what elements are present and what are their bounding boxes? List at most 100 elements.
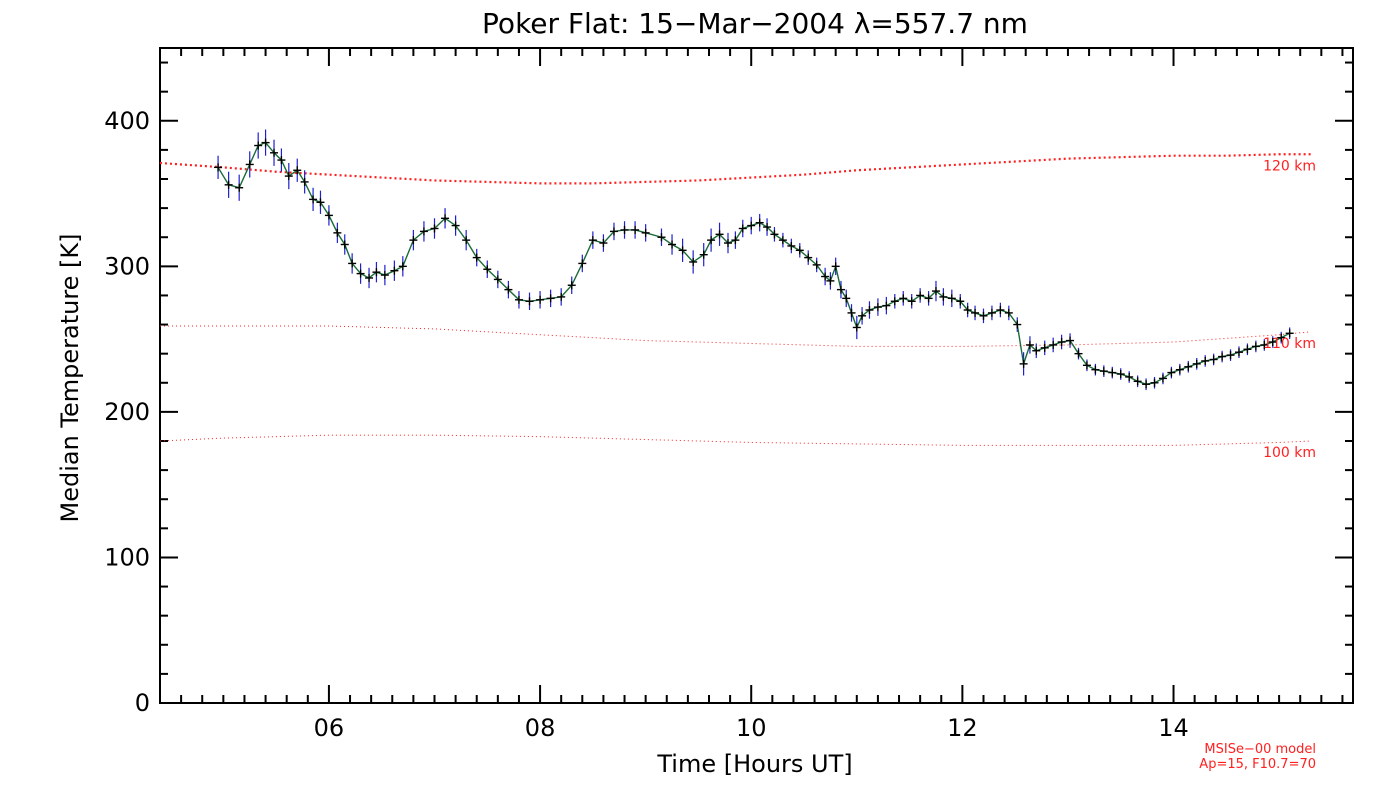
data-point-marker	[778, 236, 787, 245]
data-point-marker	[723, 239, 732, 248]
model-labels: 120 km 110 km 100 km	[1263, 158, 1316, 461]
data-point-marker	[1019, 359, 1028, 368]
data-point-marker	[890, 297, 899, 306]
data-point-marker	[1125, 372, 1134, 381]
x-axis-label: Time [Hours UT]	[656, 750, 852, 778]
data-point-marker	[245, 160, 254, 169]
data-point-marker	[1074, 349, 1083, 358]
data-point-marker	[316, 198, 325, 207]
data-point-marker	[578, 259, 587, 268]
data-point-marker	[1150, 378, 1159, 387]
data-point-marker	[536, 295, 545, 304]
data-point-marker	[836, 285, 845, 294]
data-point-marker	[763, 223, 772, 232]
data-point-marker	[300, 177, 309, 186]
data-point-marker	[1116, 370, 1125, 379]
data-point-marker	[1049, 340, 1058, 349]
data-point-marker	[852, 323, 861, 332]
data-point-marker	[899, 294, 908, 303]
data-point-marker	[293, 166, 302, 175]
data-point-marker	[546, 294, 555, 303]
data-point-marker	[441, 214, 450, 223]
y-tick-label: 100	[104, 543, 150, 571]
data-point-marker	[939, 292, 948, 301]
x-tick-label: 14	[1158, 714, 1189, 742]
plot-border	[159, 47, 1354, 704]
data-point-marker	[1234, 348, 1243, 357]
data-point-marker	[882, 301, 891, 310]
data-point-marker	[971, 308, 980, 317]
data-point-marker	[398, 262, 407, 271]
data-point-marker	[430, 224, 439, 233]
data-point-marker	[947, 294, 956, 303]
data-point-marker	[409, 236, 418, 245]
data-point-marker	[1201, 356, 1210, 365]
data-point-marker	[631, 225, 640, 234]
data-point-marker	[1108, 368, 1117, 377]
data-point-marker	[956, 297, 965, 306]
data-point-marker	[333, 228, 342, 237]
data-point-marker	[873, 303, 882, 312]
y-tick-label: 400	[104, 107, 150, 135]
y-tick-label: 300	[104, 252, 150, 280]
data-point-marker	[270, 148, 279, 157]
data-point-marker	[1032, 346, 1041, 355]
x-tick-label: 12	[947, 714, 978, 742]
data-point-marker	[641, 228, 650, 237]
x-tick-label: 10	[736, 714, 767, 742]
data-point-marker	[557, 292, 566, 301]
data-point-marker	[620, 225, 629, 234]
model-line-label: 110 km	[1263, 336, 1316, 352]
data-point-marker	[1158, 374, 1167, 383]
data-point-marker	[668, 240, 677, 249]
data-point-marker	[979, 311, 988, 320]
data-point-marker	[865, 306, 874, 314]
data-point-marker	[731, 236, 740, 245]
model-lines	[159, 153, 1311, 446]
axis-ticks	[160, 48, 1353, 704]
data-point-marker	[963, 306, 972, 314]
data-point-marker	[1277, 333, 1286, 342]
data-series	[217, 141, 1290, 385]
data-point-marker	[1133, 377, 1142, 386]
data-point-marker	[1004, 308, 1013, 317]
data-point-marker	[1099, 367, 1108, 376]
error-bars	[217, 129, 1291, 391]
data-point-marker	[372, 268, 381, 277]
model-line-120-km	[159, 153, 1311, 185]
data-point-marker	[419, 227, 428, 236]
data-point-marker	[1040, 343, 1049, 352]
data-point-marker	[1025, 340, 1034, 349]
plot-frame	[159, 47, 1354, 704]
data-point-marker	[1091, 365, 1100, 374]
data-point-marker	[715, 230, 724, 239]
data-point-marker	[821, 272, 830, 281]
data-point-marker	[1057, 338, 1066, 347]
data-point-marker	[214, 163, 223, 172]
model-note-line2: Ap=15, F10.7=70	[1199, 757, 1316, 772]
data-point-marker	[1260, 340, 1269, 349]
data-point-marker	[390, 266, 399, 275]
model-line-label: 120 km	[1263, 158, 1316, 174]
data-point-marker	[462, 236, 471, 245]
data-point-marker	[678, 246, 687, 255]
data-point-marker	[1184, 362, 1193, 371]
data-point-marker	[609, 227, 618, 236]
y-tick-label: 200	[104, 398, 150, 426]
data-point-marker	[755, 218, 764, 227]
data-point-marker	[699, 250, 708, 259]
data-point-marker	[525, 297, 534, 306]
data-point-marker	[348, 259, 357, 268]
data-point-marker	[987, 308, 996, 317]
model-line-100-km	[159, 434, 1311, 446]
data-point-marker	[812, 260, 821, 269]
data-point-marker	[284, 172, 293, 181]
data-point-marker	[254, 141, 263, 150]
data-point-marker	[599, 239, 608, 248]
data-point-marker	[1082, 361, 1091, 370]
data-point-marker	[858, 311, 867, 320]
data-point-marker	[493, 275, 502, 284]
data-point-marker	[787, 241, 796, 250]
data-point-marker	[472, 253, 481, 262]
